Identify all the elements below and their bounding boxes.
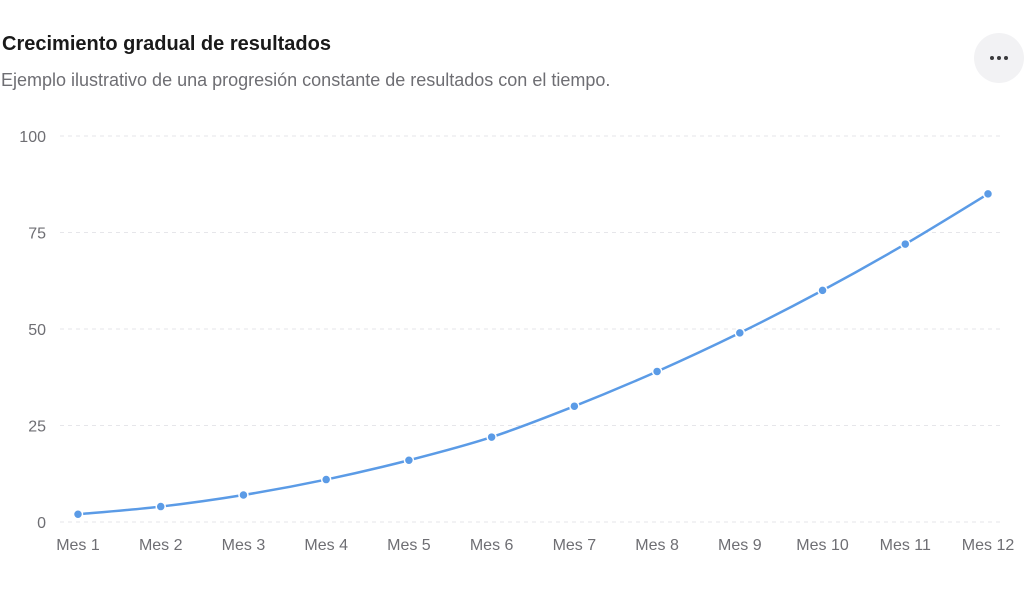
data-point (651, 366, 663, 377)
x-tick-label: Mes 2 (139, 537, 183, 554)
data-point (238, 489, 249, 501)
data-point (900, 238, 911, 250)
x-tick-label: Mes 4 (304, 537, 348, 554)
data-point (982, 188, 994, 200)
data-point (72, 509, 84, 520)
x-tick-label: Mes 10 (796, 537, 849, 554)
series-line (76, 192, 990, 516)
data-point (734, 327, 746, 339)
grid-lines (60, 135, 1003, 523)
x-tick-label: Mes 8 (635, 537, 679, 554)
y-axis-ticks: 0 25 50 75 100 (19, 129, 46, 532)
x-tick-label: Mes 5 (387, 537, 431, 554)
data-point (817, 285, 828, 296)
x-axis-ticks: Mes 1 Mes 2 Mes 3 Mes 4 Mes 5 Mes 6 Mes 7 Mes 8… (56, 537, 1014, 554)
x-tick-label: Mes 7 (553, 537, 597, 554)
x-tick-label: Mes 6 (470, 537, 514, 554)
more-options-button[interactable] (974, 33, 1024, 83)
y-tick-label: 100 (19, 129, 46, 146)
data-point (403, 454, 415, 466)
x-tick-label: Mes 3 (222, 537, 266, 554)
data-point (320, 474, 332, 485)
more-horizontal-icon (990, 56, 1008, 60)
x-tick-label: Mes 9 (718, 537, 762, 554)
data-point (486, 431, 497, 443)
y-tick-label: 50 (28, 322, 46, 339)
chart-title: Crecimiento gradual de resultados (2, 33, 331, 55)
x-tick-label: Mes 12 (962, 537, 1015, 554)
y-tick-label: 25 (28, 419, 46, 436)
series-layer (72, 188, 994, 520)
x-tick-label: Mes 11 (880, 537, 931, 554)
chart-subtitle: Ejemplo ilustrativo de una progresión co… (1, 70, 611, 90)
data-point (155, 501, 166, 512)
x-tick-label: Mes 1 (56, 537, 100, 554)
y-tick-label: 0 (37, 515, 46, 532)
y-tick-label: 75 (28, 226, 46, 243)
data-point (569, 400, 580, 412)
